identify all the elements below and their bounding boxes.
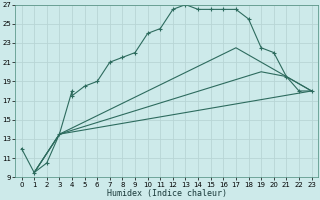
X-axis label: Humidex (Indice chaleur): Humidex (Indice chaleur) bbox=[107, 189, 227, 198]
